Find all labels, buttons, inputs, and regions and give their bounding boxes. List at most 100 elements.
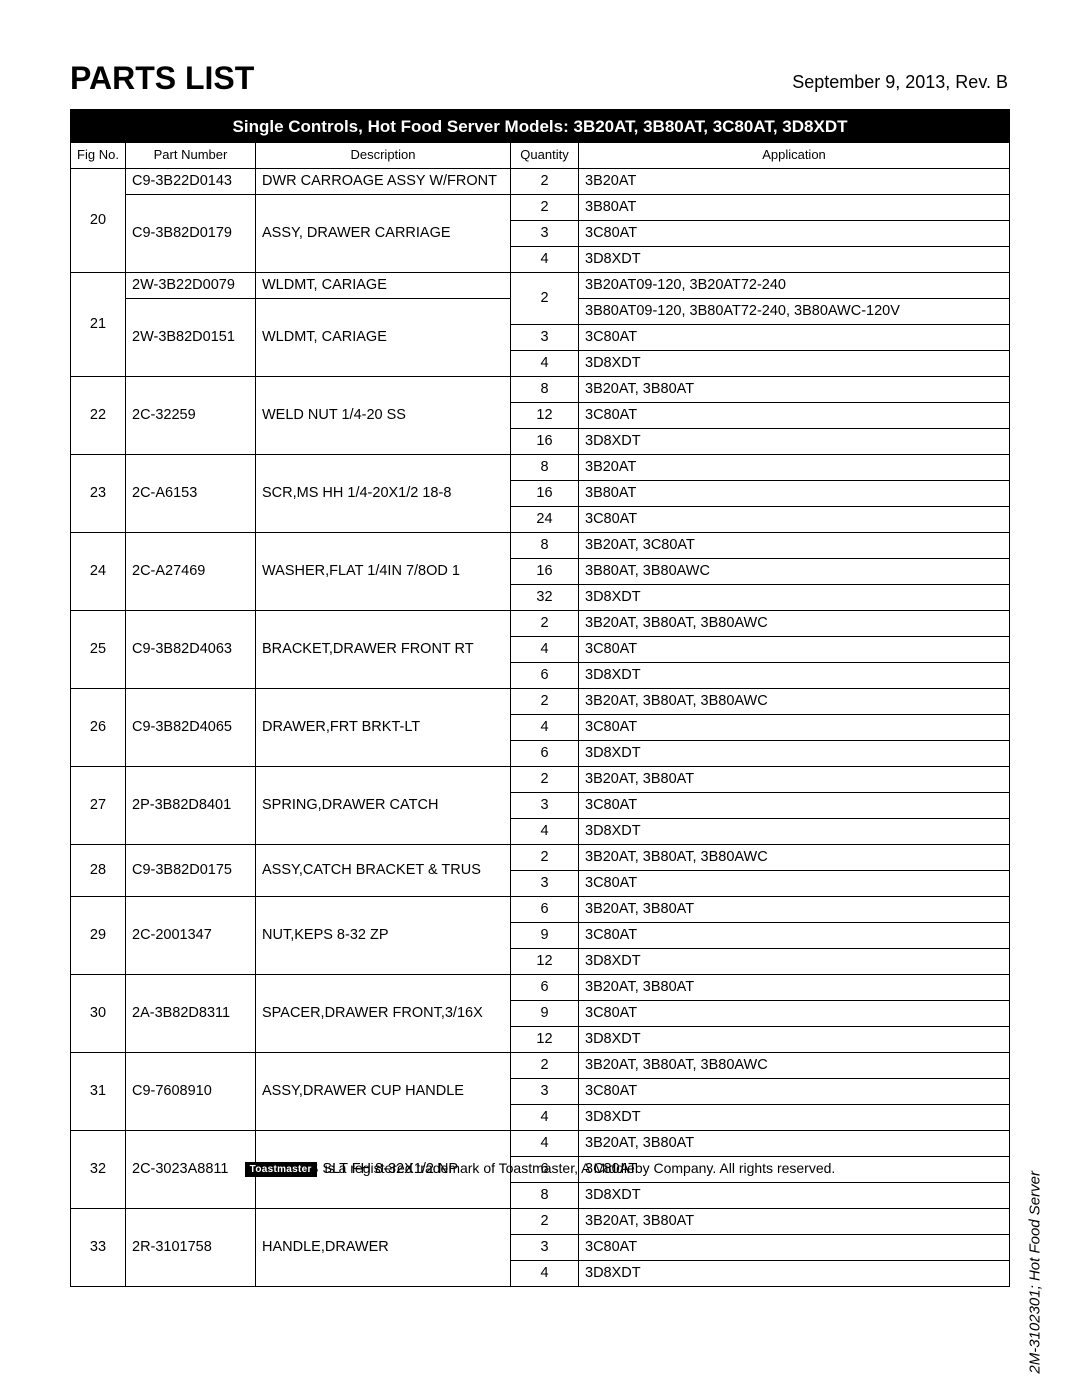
application: 3D8XDT <box>579 1027 1010 1053</box>
revision-date: September 9, 2013, Rev. B <box>792 72 1010 97</box>
quantity: 6 <box>511 741 579 767</box>
part-number: 2C-A27469 <box>126 533 256 611</box>
quantity: 8 <box>511 377 579 403</box>
description: DWR CARROAGE ASSY W/FRONT <box>256 169 511 195</box>
application: 3C80AT <box>579 715 1010 741</box>
part-number: C9-3B82D0175 <box>126 845 256 897</box>
side-footer-text: 2M-3102301; Hot Food Server <box>1027 1171 1044 1374</box>
fig-no: 28 <box>71 845 126 897</box>
quantity: 24 <box>511 507 579 533</box>
application: 3D8XDT <box>579 429 1010 455</box>
part-number: 2R-3101758 <box>126 1209 256 1287</box>
application: 3C80AT <box>579 507 1010 533</box>
application: 3B20AT09-120, 3B20AT72-240 <box>579 273 1010 299</box>
part-number: 2A-3B82D8311 <box>126 975 256 1053</box>
application: 3B20AT, 3B80AT <box>579 767 1010 793</box>
quantity: 9 <box>511 1001 579 1027</box>
quantity: 3 <box>511 325 579 351</box>
fig-no: 30 <box>71 975 126 1053</box>
fig-no: 20 <box>71 169 126 273</box>
application: 3B20AT, 3B80AT, 3B80AWC <box>579 845 1010 871</box>
part-number: 2C-32259 <box>126 377 256 455</box>
application: 3B20AT, 3B80AT <box>579 897 1010 923</box>
application: 3C80AT <box>579 637 1010 663</box>
trademark-text: is a registered trademark of Toastmaster… <box>321 1160 836 1176</box>
quantity: 32 <box>511 585 579 611</box>
quantity: 4 <box>511 715 579 741</box>
quantity: 9 <box>511 923 579 949</box>
application: 3B20AT, 3B80AT <box>579 1131 1010 1157</box>
table-row: 31 C9-7608910 ASSY,DRAWER CUP HANDLE 2 3… <box>71 1053 1010 1079</box>
description: BRACKET,DRAWER FRONT RT <box>256 611 511 689</box>
table-row: 23 2C-A6153 SCR,MS HH 1/4-20X1/2 18-8 8 … <box>71 455 1010 481</box>
quantity: 4 <box>511 1105 579 1131</box>
quantity: 3 <box>511 871 579 897</box>
trademark-line: Toastmaster is a registered trademark of… <box>0 1160 1080 1177</box>
part-number: C9-3B22D0143 <box>126 169 256 195</box>
page-title: PARTS LIST <box>70 60 254 97</box>
table-row: 32 2C-3023A8811 SCR,MS SLT FH 8-32X1/2 N… <box>71 1131 1010 1157</box>
application: 3C80AT <box>579 403 1010 429</box>
part-number: C9-7608910 <box>126 1053 256 1131</box>
quantity: 4 <box>511 351 579 377</box>
application: 3B20AT <box>579 169 1010 195</box>
part-number: C9-3B82D4065 <box>126 689 256 767</box>
fig-no: 22 <box>71 377 126 455</box>
quantity: 2 <box>511 169 579 195</box>
quantity: 4 <box>511 1261 579 1287</box>
application: 3B20AT, 3B80AT, 3B80AWC <box>579 689 1010 715</box>
fig-no: 25 <box>71 611 126 689</box>
application: 3C80AT <box>579 221 1010 247</box>
quantity: 2 <box>511 845 579 871</box>
table-row: 25 C9-3B82D4063 BRACKET,DRAWER FRONT RT … <box>71 611 1010 637</box>
table-row: 27 2P-3B82D8401 SPRING,DRAWER CATCH 2 3B… <box>71 767 1010 793</box>
application: 3D8XDT <box>579 741 1010 767</box>
quantity: 2 <box>511 195 579 221</box>
application: 3C80AT <box>579 1001 1010 1027</box>
description: WLDMT, CARIAGE <box>256 273 511 299</box>
quantity: 12 <box>511 949 579 975</box>
application: 3B80AT <box>579 195 1010 221</box>
table-row: C9-3B82D0179 ASSY, DRAWER CARRIAGE 2 3B8… <box>71 195 1010 221</box>
quantity: 3 <box>511 793 579 819</box>
part-number: C9-3B82D4063 <box>126 611 256 689</box>
description: ASSY,DRAWER CUP HANDLE <box>256 1053 511 1131</box>
quantity: 4 <box>511 247 579 273</box>
description: SPACER,DRAWER FRONT,3/16X <box>256 975 511 1053</box>
application: 3B20AT <box>579 455 1010 481</box>
description: SCR,MS HH 1/4-20X1/2 18-8 <box>256 455 511 533</box>
application: 3C80AT <box>579 793 1010 819</box>
table-row: 30 2A-3B82D8311 SPACER,DRAWER FRONT,3/16… <box>71 975 1010 1001</box>
application: 3B80AT, 3B80AWC <box>579 559 1010 585</box>
fig-no: 21 <box>71 273 126 377</box>
table-banner: Single Controls, Hot Food Server Models:… <box>71 111 1010 143</box>
part-number: C9-3B82D0179 <box>126 195 256 273</box>
quantity: 12 <box>511 403 579 429</box>
table-row: 21 2W-3B22D0079 WLDMT, CARIAGE 2 3B20AT0… <box>71 273 1010 299</box>
quantity: 3 <box>511 221 579 247</box>
application: 3C80AT <box>579 871 1010 897</box>
table-header-row: Fig No. Part Number Description Quantity… <box>71 143 1010 169</box>
application: 3B20AT, 3B80AT, 3B80AWC <box>579 1053 1010 1079</box>
col-qty: Quantity <box>511 143 579 169</box>
application: 3C80AT <box>579 923 1010 949</box>
quantity: 4 <box>511 1131 579 1157</box>
table-row: 20 C9-3B22D0143 DWR CARROAGE ASSY W/FRON… <box>71 169 1010 195</box>
fig-no: 33 <box>71 1209 126 1287</box>
application: 3C80AT <box>579 325 1010 351</box>
description: SPRING,DRAWER CATCH <box>256 767 511 845</box>
application: 3D8XDT <box>579 663 1010 689</box>
application: 3D8XDT <box>579 1183 1010 1209</box>
table-row: 24 2C-A27469 WASHER,FLAT 1/4IN 7/8OD 1 8… <box>71 533 1010 559</box>
application: 3C80AT <box>579 1235 1010 1261</box>
part-number: 2C-2001347 <box>126 897 256 975</box>
part-number: 2P-3B82D8401 <box>126 767 256 845</box>
fig-no: 24 <box>71 533 126 611</box>
table-row: 22 2C-32259 WELD NUT 1/4-20 SS 8 3B20AT,… <box>71 377 1010 403</box>
col-part: Part Number <box>126 143 256 169</box>
quantity: 2 <box>511 273 579 325</box>
description: NUT,KEPS 8-32 ZP <box>256 897 511 975</box>
fig-no: 23 <box>71 455 126 533</box>
application: 3C80AT <box>579 1079 1010 1105</box>
application: 3B80AT09-120, 3B80AT72-240, 3B80AWC-120V <box>579 299 1010 325</box>
